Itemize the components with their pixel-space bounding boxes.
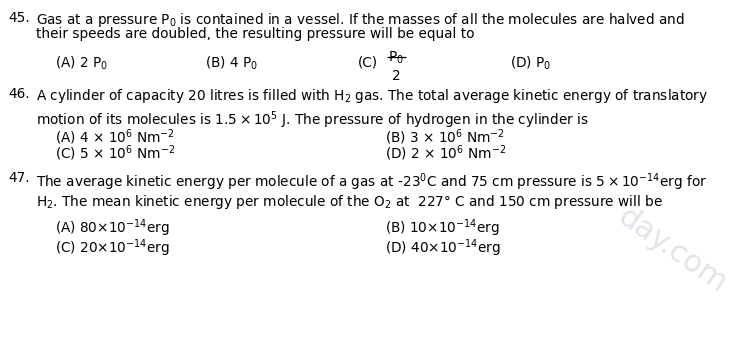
Text: (A) 2 P$_0$: (A) 2 P$_0$ xyxy=(55,55,108,72)
Text: 2: 2 xyxy=(392,69,401,83)
Text: day.com: day.com xyxy=(612,202,732,298)
Text: (C): (C) xyxy=(358,55,378,69)
Text: 47.: 47. xyxy=(8,171,29,185)
Text: (A) 80$\times$10$^{-14}$erg: (A) 80$\times$10$^{-14}$erg xyxy=(55,217,169,238)
Text: (D) 40$\times$10$^{-14}$erg: (D) 40$\times$10$^{-14}$erg xyxy=(385,237,501,258)
Text: (D) P$_0$: (D) P$_0$ xyxy=(510,55,551,72)
Text: (C) 5 $\times$ 10$^6$ Nm$^{-2}$: (C) 5 $\times$ 10$^6$ Nm$^{-2}$ xyxy=(55,143,175,163)
Text: (B) 4 P$_0$: (B) 4 P$_0$ xyxy=(205,55,258,72)
Text: (A) 4 $\times$ 10$^6$ Nm$^{-2}$: (A) 4 $\times$ 10$^6$ Nm$^{-2}$ xyxy=(55,127,175,146)
Text: A cylinder of capacity 20 litres is filled with H$_2$ gas. The total average kin: A cylinder of capacity 20 litres is fill… xyxy=(36,87,708,105)
Text: P$_0$: P$_0$ xyxy=(388,50,404,66)
Text: their speeds are doubled, the resulting pressure will be equal to: their speeds are doubled, the resulting … xyxy=(36,27,475,41)
Text: (B) 3 $\times$ 10$^6$ Nm$^{-2}$: (B) 3 $\times$ 10$^6$ Nm$^{-2}$ xyxy=(385,127,505,146)
Text: motion of its molecules is $1.5\times10^5$ J. The pressure of hydrogen in the cy: motion of its molecules is $1.5\times10^… xyxy=(36,109,589,131)
Text: 45.: 45. xyxy=(8,11,30,25)
Text: 46.: 46. xyxy=(8,87,29,101)
Text: The average kinetic energy per molecule of a gas at -23$^0$C and 75 cm pressure : The average kinetic energy per molecule … xyxy=(36,171,707,193)
Text: (B) 10$\times$10$^{-14}$erg: (B) 10$\times$10$^{-14}$erg xyxy=(385,217,499,238)
Text: Gas at a pressure P$_0$ is contained in a vessel. If the masses of all the molec: Gas at a pressure P$_0$ is contained in … xyxy=(36,11,684,29)
Text: H$_2$. The mean kinetic energy per molecule of the O$_2$ at  227° C and 150 cm p: H$_2$. The mean kinetic energy per molec… xyxy=(36,193,663,211)
Text: (D) 2 $\times$ 10$^6$ Nm$^{-2}$: (D) 2 $\times$ 10$^6$ Nm$^{-2}$ xyxy=(385,143,506,163)
Text: (C) 20$\times$10$^{-14}$erg: (C) 20$\times$10$^{-14}$erg xyxy=(55,237,170,258)
